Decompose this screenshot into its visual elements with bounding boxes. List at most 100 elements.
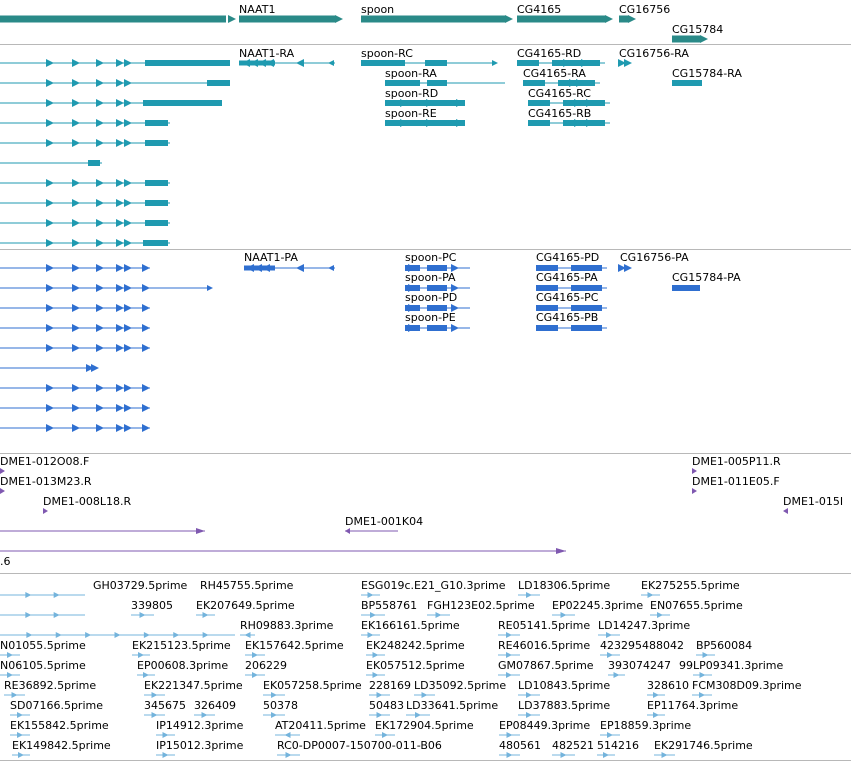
transcript-exon xyxy=(425,60,447,66)
est-arrow xyxy=(653,692,659,698)
feature-label: LP09341.3prime xyxy=(693,659,784,672)
exon-arrow xyxy=(124,99,132,107)
est-arrow xyxy=(18,752,24,758)
exon-arrow xyxy=(46,404,54,412)
exon-arrow xyxy=(207,285,213,291)
feature-label: FCM308D09.3prime xyxy=(692,679,802,692)
feature-glyphs xyxy=(0,15,788,758)
feature-label: RE05141.5prime xyxy=(498,619,590,632)
exon-arrow xyxy=(124,264,132,272)
est-arrow xyxy=(603,752,609,758)
exon-arrow xyxy=(116,99,124,107)
clone-end-glyph xyxy=(692,468,697,474)
exon-arrow xyxy=(96,79,104,87)
exon-arrow xyxy=(328,265,334,271)
exon-arrow xyxy=(258,59,266,67)
exon-arrow xyxy=(116,424,124,432)
feature-label: EK155842.5prime xyxy=(10,719,109,732)
feature-label: CG16756 xyxy=(619,3,670,16)
feature-label: spoon xyxy=(361,3,394,16)
exon-arrow xyxy=(72,179,80,187)
exon-arrow xyxy=(124,59,132,67)
exon-arrow xyxy=(96,119,104,127)
gene-glyph xyxy=(517,15,605,23)
est-arrow xyxy=(506,732,513,738)
est-arrow xyxy=(25,592,32,598)
exon-arrow xyxy=(124,304,132,312)
feature-label: CG4165-RA xyxy=(523,67,586,80)
exon-arrow xyxy=(408,264,416,272)
feature-label: EK248242.5prime xyxy=(366,639,465,652)
exon-arrow xyxy=(96,284,104,292)
est-arrow xyxy=(372,672,379,678)
transcript-exon xyxy=(427,80,447,86)
est-arrow xyxy=(657,612,663,618)
transcript-exon xyxy=(427,325,447,331)
exon-arrow xyxy=(72,304,80,312)
exon-arrow xyxy=(116,304,124,312)
feature-label: CG16756-RA xyxy=(619,47,689,60)
exon-arrow xyxy=(116,404,124,412)
feature-label: EK221347.5prime xyxy=(144,679,243,692)
exon-arrow xyxy=(46,344,54,352)
exon-arrow xyxy=(618,59,626,67)
exon-arrow xyxy=(46,239,54,247)
transcript-exon xyxy=(361,60,405,66)
exon-arrow xyxy=(72,239,80,247)
feature-label: DME1-008L18.R xyxy=(43,495,131,508)
exon-arrow xyxy=(408,304,416,312)
exon-arrow xyxy=(72,344,80,352)
feature-label: RC0-DP0007-150700-011-B06 xyxy=(277,739,442,752)
feature-label: LD33641.5prime xyxy=(406,699,498,712)
exon-arrow xyxy=(451,264,459,272)
gene-glyph xyxy=(239,15,335,23)
exon-arrow xyxy=(72,199,80,207)
feature-label: 345675 xyxy=(144,699,186,712)
feature-label: EP02245.3prime xyxy=(552,599,643,612)
exon-arrow xyxy=(242,59,250,67)
gene-strand-arrow xyxy=(700,35,708,43)
exon-arrow xyxy=(142,404,150,412)
clone-end-glyph xyxy=(0,488,5,494)
est-arrow xyxy=(435,612,442,618)
exon-arrow xyxy=(86,364,94,372)
feature-label: N06105.5prime xyxy=(0,659,86,672)
exon-arrow xyxy=(456,99,464,107)
feature-label: 99 xyxy=(679,659,693,672)
feature-label: spoon-PA xyxy=(405,271,456,284)
est-arrow xyxy=(53,612,60,618)
feature-label: RH45755.5prime xyxy=(200,579,294,592)
exon-arrow xyxy=(451,284,459,292)
exon-arrow xyxy=(46,384,54,392)
transcript-exon xyxy=(536,285,558,291)
transcript-exon xyxy=(552,60,600,66)
exon-arrow xyxy=(456,119,464,127)
est-arrow xyxy=(139,612,146,618)
exon-arrow xyxy=(46,59,54,67)
exon-arrow xyxy=(96,384,104,392)
est-arrow xyxy=(607,652,613,658)
exon-arrow xyxy=(96,324,104,332)
exon-arrow xyxy=(563,59,571,67)
exon-arrow xyxy=(46,219,54,227)
exon-arrow xyxy=(116,324,124,332)
feature-label: CG4165-RD xyxy=(517,47,581,60)
est-arrow xyxy=(252,672,258,678)
est-arrow xyxy=(382,732,388,738)
feature-label: EK149842.5prime xyxy=(12,739,111,752)
exon-arrow xyxy=(116,139,124,147)
exon-arrow xyxy=(72,119,80,127)
exon-arrow xyxy=(262,264,270,272)
transcript-exon xyxy=(427,305,447,311)
feature-label: IP15012.3prime xyxy=(156,739,244,752)
exon-arrow xyxy=(426,99,434,107)
exon-arrow xyxy=(426,119,434,127)
exon-arrow xyxy=(618,264,626,272)
exon-arrow xyxy=(96,59,104,67)
transcript-exon xyxy=(571,325,602,331)
exon-arrow xyxy=(296,59,304,67)
est-arrow xyxy=(376,712,383,718)
exon-arrow xyxy=(250,59,258,67)
feature-label: DME1-013M23.R xyxy=(0,475,92,488)
